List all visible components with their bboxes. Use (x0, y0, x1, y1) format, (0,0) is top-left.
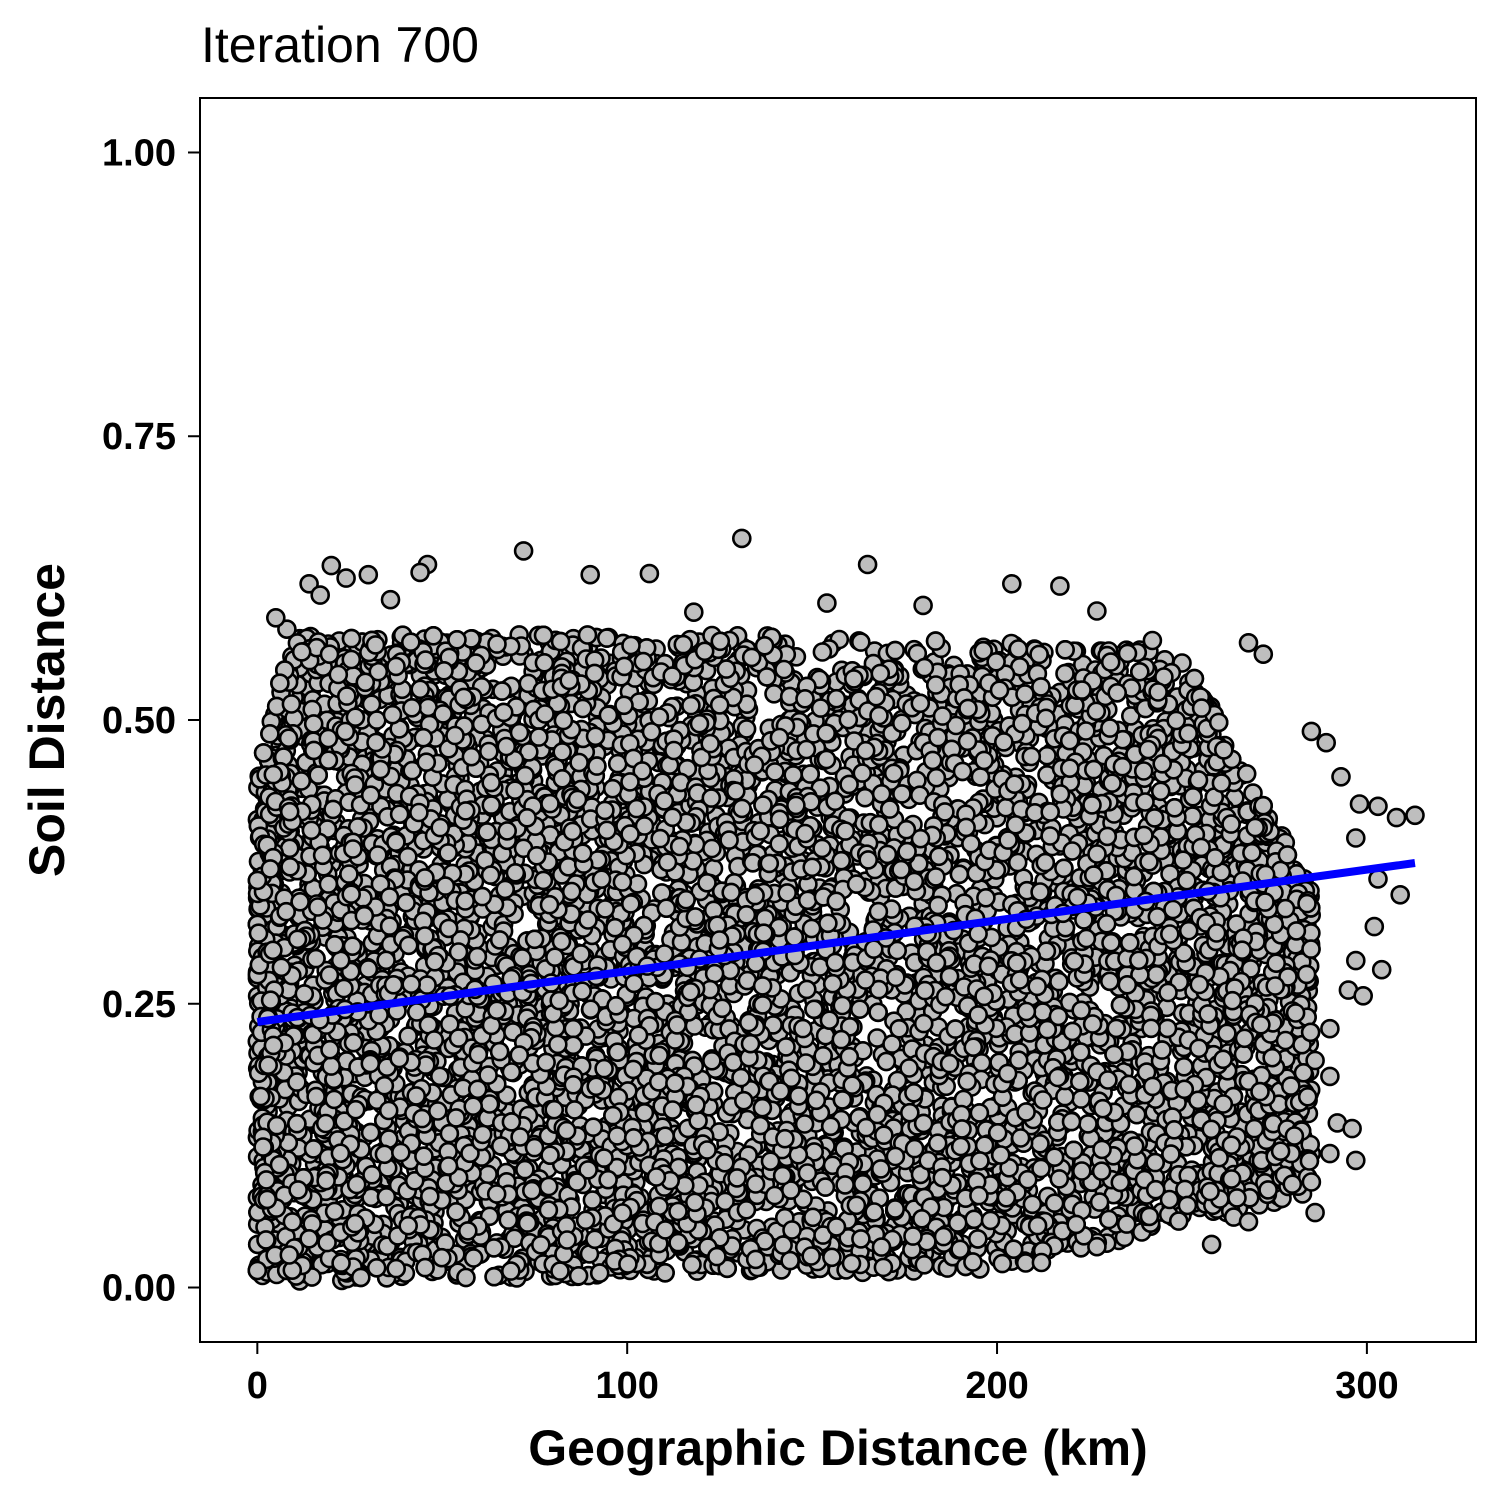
chart-title: Iteration 700 (201, 17, 479, 73)
scatter-point (850, 632, 871, 652)
points-layer (247, 528, 1425, 1291)
